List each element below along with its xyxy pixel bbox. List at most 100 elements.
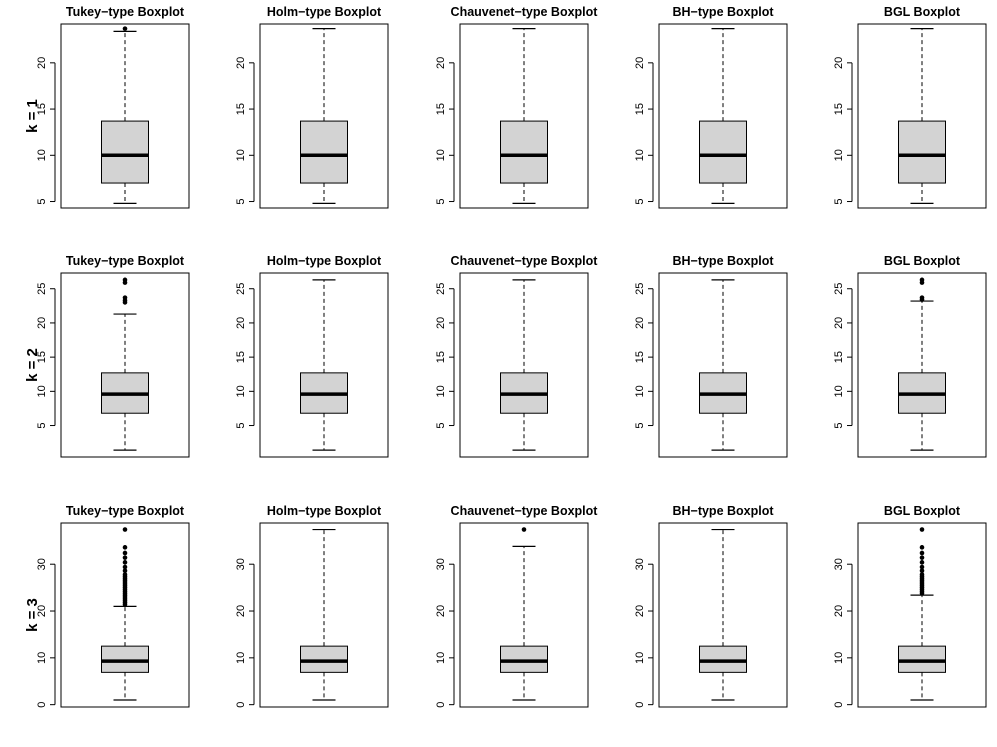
y-tick-label: 20 [634,317,646,329]
plot-frame [658,272,788,458]
y-tick-label: 30 [36,558,48,570]
y-tick-label: 5 [833,198,845,204]
y-tick-label: 5 [36,198,48,204]
y-tick-label: 20 [435,57,447,69]
outlier-point [122,555,128,560]
panel-title: Tukey−type Boxplot [66,5,185,19]
y-tick-label: 5 [36,422,48,428]
boxplot-panel: Tukey−type Boxplot 5 10 15 20 [36,5,190,209]
y-tick-label: 0 [235,702,247,708]
y-tick-label: 5 [435,198,447,204]
y-tick-label: 15 [36,351,48,363]
y-tick-label: 20 [36,605,48,617]
outlier-point [122,572,128,577]
plot-frame [60,23,190,209]
plot-frame [459,23,589,209]
outlier-point [919,550,925,556]
panel-title: Holm−type Boxplot [267,254,382,268]
y-tick-label: 15 [833,351,845,363]
y-tick-label: 10 [833,149,845,161]
boxplot-panel: Holm−type Boxplot 5 10 15 20 25 [235,254,389,458]
y-tick-label: 0 [36,702,48,708]
y-tick-label: 15 [235,351,247,363]
plot-frame [857,272,987,458]
plot-frame [857,23,987,209]
y-tick-label: 0 [833,702,845,708]
y-tick-label: 15 [235,103,247,115]
boxplot-panel: BGL Boxplot 5 10 15 20 25 [833,254,987,458]
boxplot-panel: Tukey−type Boxplot 0 10 20 30 [36,504,190,708]
y-tick-label: 10 [435,149,447,161]
y-tick-label: 10 [36,652,48,664]
y-tick-label: 10 [833,385,845,397]
outlier-point [122,295,128,300]
iqr-box [500,120,548,184]
row-label: k = 2 [24,348,41,382]
outlier-point [919,555,925,560]
y-tick-label: 10 [833,652,845,664]
outlier-point [919,568,925,574]
y-tick-label: 20 [235,57,247,69]
panel-title: Tukey−type Boxplot [66,254,185,268]
y-tick-label: 20 [435,317,447,329]
y-tick-label: 15 [634,103,646,115]
panel-title: Chauvenet−type Boxplot [451,5,599,19]
y-tick-label: 10 [634,149,646,161]
y-tick-label: 15 [36,103,48,115]
y-tick-label: 0 [634,702,646,708]
y-tick-label: 10 [36,149,48,161]
y-tick-label: 20 [435,605,447,617]
boxplot-panel: BGL Boxplot 5 10 15 20 [833,5,987,209]
y-tick-label: 25 [634,283,646,295]
outlier-point [122,545,128,550]
outlier-point [122,26,128,31]
boxplot-panel: BH−type Boxplot 0 10 20 30 [634,504,788,708]
iqr-box [101,645,149,673]
y-tick-label: 15 [435,351,447,363]
outlier-point [919,560,925,565]
outlier-point [919,527,925,532]
outlier-point [122,560,128,565]
boxplot-panel: Holm−type Boxplot 0 10 20 30 [235,504,389,708]
plot-frame [459,272,589,458]
y-tick-label: 30 [235,558,247,570]
panel-title: Tukey−type Boxplot [66,504,185,518]
iqr-box [300,645,348,673]
iqr-box [101,120,149,184]
y-tick-label: 30 [833,558,845,570]
plot-frame [60,272,190,458]
iqr-box [898,120,946,184]
iqr-box [699,645,747,673]
y-tick-label: 20 [833,317,845,329]
y-tick-label: 5 [235,422,247,428]
boxplot-panel: BGL Boxplot 0 10 20 30 [833,504,987,708]
y-tick-label: 20 [36,57,48,69]
boxplot-panel: Chauvenet−type Boxplot 5 10 15 20 [435,5,599,209]
y-tick-label: 20 [235,317,247,329]
y-tick-label: 10 [435,385,447,397]
plot-frame [259,522,389,708]
plot-frame [259,23,389,209]
y-tick-label: 5 [435,422,447,428]
y-tick-label: 25 [36,283,48,295]
y-tick-label: 10 [634,385,646,397]
y-tick-label: 5 [634,422,646,428]
y-tick-label: 0 [435,702,447,708]
panel-title: Chauvenet−type Boxplot [451,254,599,268]
y-tick-label: 25 [833,283,845,295]
boxplot-panel: Tukey−type Boxplot 5 10 15 20 25 [36,254,190,458]
y-tick-label: 25 [235,283,247,295]
y-tick-label: 20 [833,605,845,617]
y-tick-label: 15 [634,351,646,363]
iqr-box [500,645,548,673]
y-tick-label: 20 [36,317,48,329]
y-tick-label: 10 [235,149,247,161]
outlier-point [919,545,925,550]
panel-title: Chauvenet−type Boxplot [451,504,599,518]
panel-title: BH−type Boxplot [672,5,774,19]
panel-title: Holm−type Boxplot [267,5,382,19]
outlier-point [122,527,128,532]
iqr-box [898,645,946,673]
y-tick-label: 10 [235,652,247,664]
